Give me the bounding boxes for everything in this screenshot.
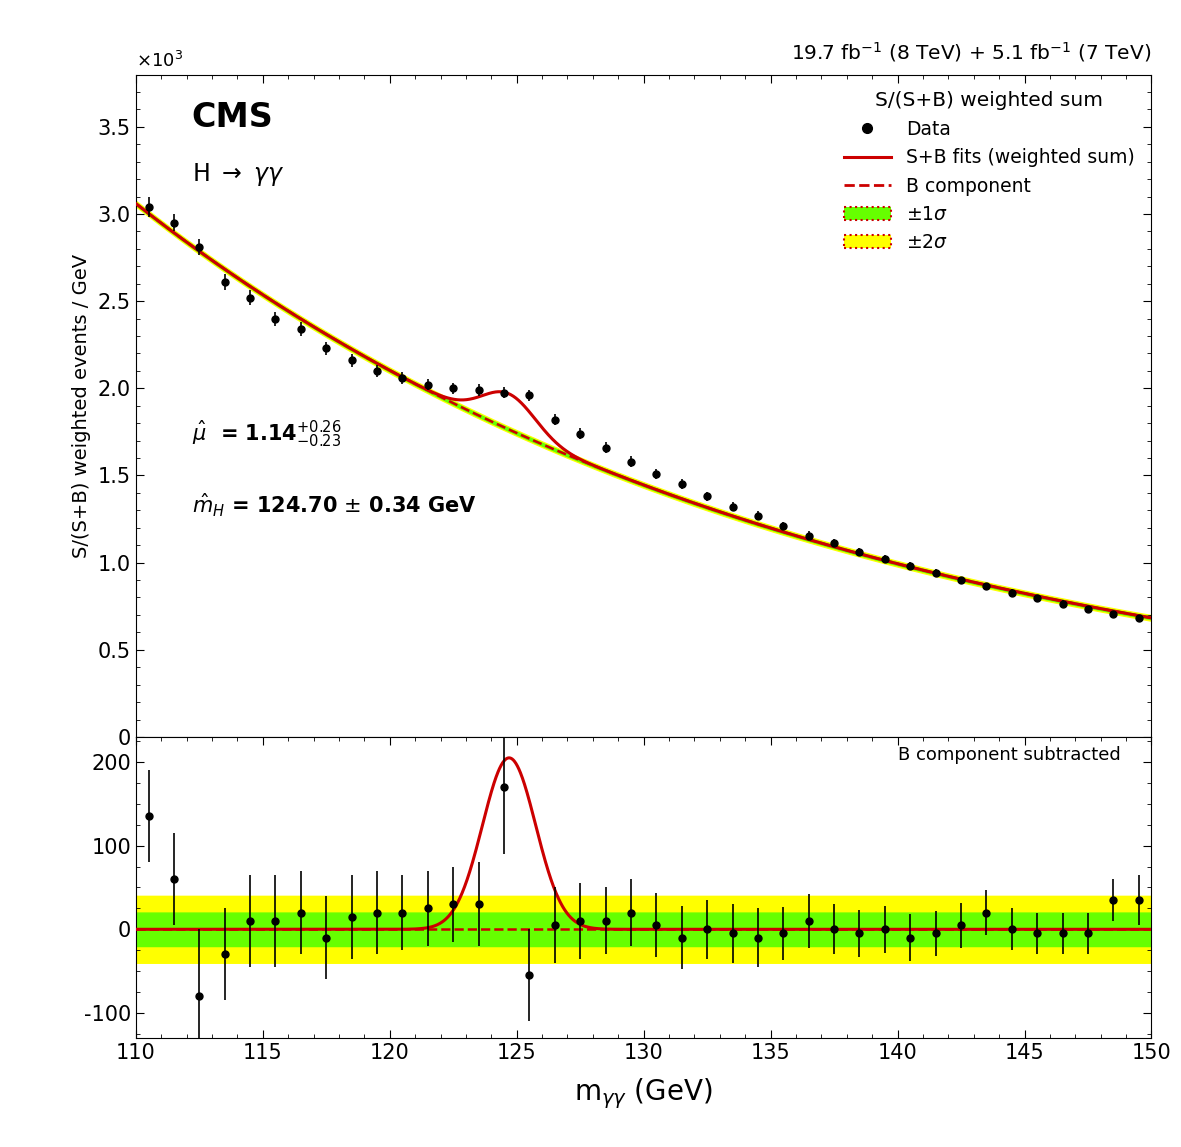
X-axis label: m$_{\gamma\gamma}$ (GeV): m$_{\gamma\gamma}$ (GeV) bbox=[574, 1077, 713, 1111]
Legend: Data, S+B fits (weighted sum), B component, $\pm 1\sigma$, $\pm 2\sigma$: Data, S+B fits (weighted sum), B compone… bbox=[836, 84, 1142, 260]
Text: $\hat{m}_H$ = 124.70 $\pm$ 0.34 GeV: $\hat{m}_H$ = 124.70 $\pm$ 0.34 GeV bbox=[191, 492, 477, 520]
Text: $\hat{\mu}$  = 1.14$^{+0.26}_{-0.23}$: $\hat{\mu}$ = 1.14$^{+0.26}_{-0.23}$ bbox=[191, 419, 341, 450]
Text: 19.7 fb$^{-1}$ (8 TeV) + 5.1 fb$^{-1}$ (7 TeV): 19.7 fb$^{-1}$ (8 TeV) + 5.1 fb$^{-1}$ (… bbox=[791, 40, 1151, 64]
Text: $\times 10^{3}$: $\times 10^{3}$ bbox=[136, 52, 183, 71]
Text: B component subtracted: B component subtracted bbox=[899, 746, 1121, 764]
Text: H $\rightarrow$ $\gamma\gamma$: H $\rightarrow$ $\gamma\gamma$ bbox=[191, 161, 285, 188]
Text: CMS: CMS bbox=[191, 101, 274, 134]
Y-axis label: S/(S+B) weighted events / GeV: S/(S+B) weighted events / GeV bbox=[72, 253, 91, 557]
